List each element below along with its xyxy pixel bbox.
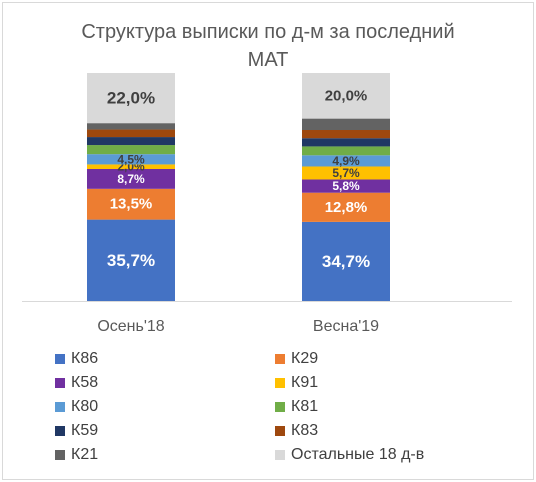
bar-segment-К83-Осень'18 <box>87 129 175 138</box>
bar-segment-К86-Осень'18 <box>87 219 175 301</box>
bar-segment-К59-Весна'19 <box>302 138 390 147</box>
data-label: 4,5% <box>117 152 145 166</box>
chart-title: Структура выписки по д-м за последний МА… <box>0 18 536 74</box>
data-label: 12,8% <box>325 199 368 216</box>
chart-title-line1: Структура выписки по д-м за последний <box>81 21 455 43</box>
x-tick-label: Осень'18 <box>97 318 164 335</box>
bar-segment-К21-Весна'19 <box>302 118 390 130</box>
data-label: 20,0% <box>325 87 368 104</box>
bar-segment-К59-Осень'18 <box>87 137 175 146</box>
data-label: 34,7% <box>322 252 370 271</box>
bar-segment-К80-Весна'19 <box>302 155 390 167</box>
data-label: 35,7% <box>107 251 155 270</box>
chart-title-line2: МАТ <box>247 49 289 71</box>
bar-segment-К58-Весна'19 <box>302 179 390 193</box>
data-label: 8,7% <box>117 172 145 186</box>
bar-segment-К29-Осень'18 <box>87 188 175 220</box>
bar-segment-К83-Весна'19 <box>302 130 390 139</box>
bar-segment-К91-Осень'18 <box>87 164 175 169</box>
bar-segment-К81-Осень'18 <box>87 145 175 155</box>
data-label: 13,5% <box>110 196 153 213</box>
x-tick-label: Весна'19 <box>313 318 379 335</box>
bar-segment-К81-Весна'19 <box>302 146 390 156</box>
data-label: 5,8% <box>332 179 360 193</box>
data-label: 5,7% <box>332 166 360 180</box>
data-label: 4,9% <box>332 154 360 168</box>
data-label: 22,0% <box>107 89 155 108</box>
bar-segment-К80-Осень'18 <box>87 154 175 165</box>
bar-segment-К21-Осень'18 <box>87 123 175 130</box>
bar-segment-К91-Весна'19 <box>302 166 390 180</box>
bar-segment-К58-Осень'18 <box>87 168 175 189</box>
bar-segment-Остальные 18 д-в-Осень'18 <box>87 73 175 124</box>
bar-segment-К29-Весна'19 <box>302 192 390 222</box>
bar-segment-К86-Весна'19 <box>302 221 390 301</box>
bar-segment-Остальные 18 д-в-Весна'19 <box>302 73 390 119</box>
